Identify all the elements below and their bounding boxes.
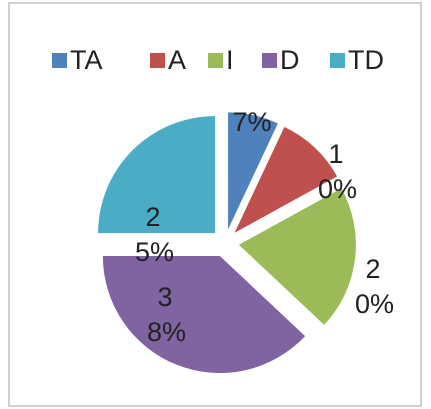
- data-label: 10%: [318, 139, 358, 204]
- pie-slice: [102, 256, 306, 374]
- legend-label: A: [168, 45, 186, 75]
- pie-slice: [228, 112, 278, 230]
- data-label: 7%: [232, 107, 272, 137]
- pie-slice: [234, 126, 338, 233]
- legend-swatch: [262, 53, 277, 68]
- legend-label: TD: [348, 45, 384, 75]
- legend-swatch: [150, 53, 165, 68]
- legend-swatch: [208, 53, 223, 68]
- pie-slice: [98, 116, 216, 234]
- data-label: 20%: [355, 254, 395, 319]
- legend-label: D: [280, 45, 300, 75]
- legend-label: TA: [70, 45, 103, 75]
- legend-swatch: [52, 53, 67, 68]
- pie-slice: [238, 188, 356, 325]
- legend-swatch: [330, 53, 345, 68]
- legend-label: I: [226, 45, 234, 75]
- data-label: 25%: [135, 202, 175, 267]
- data-label: 38%: [147, 282, 187, 347]
